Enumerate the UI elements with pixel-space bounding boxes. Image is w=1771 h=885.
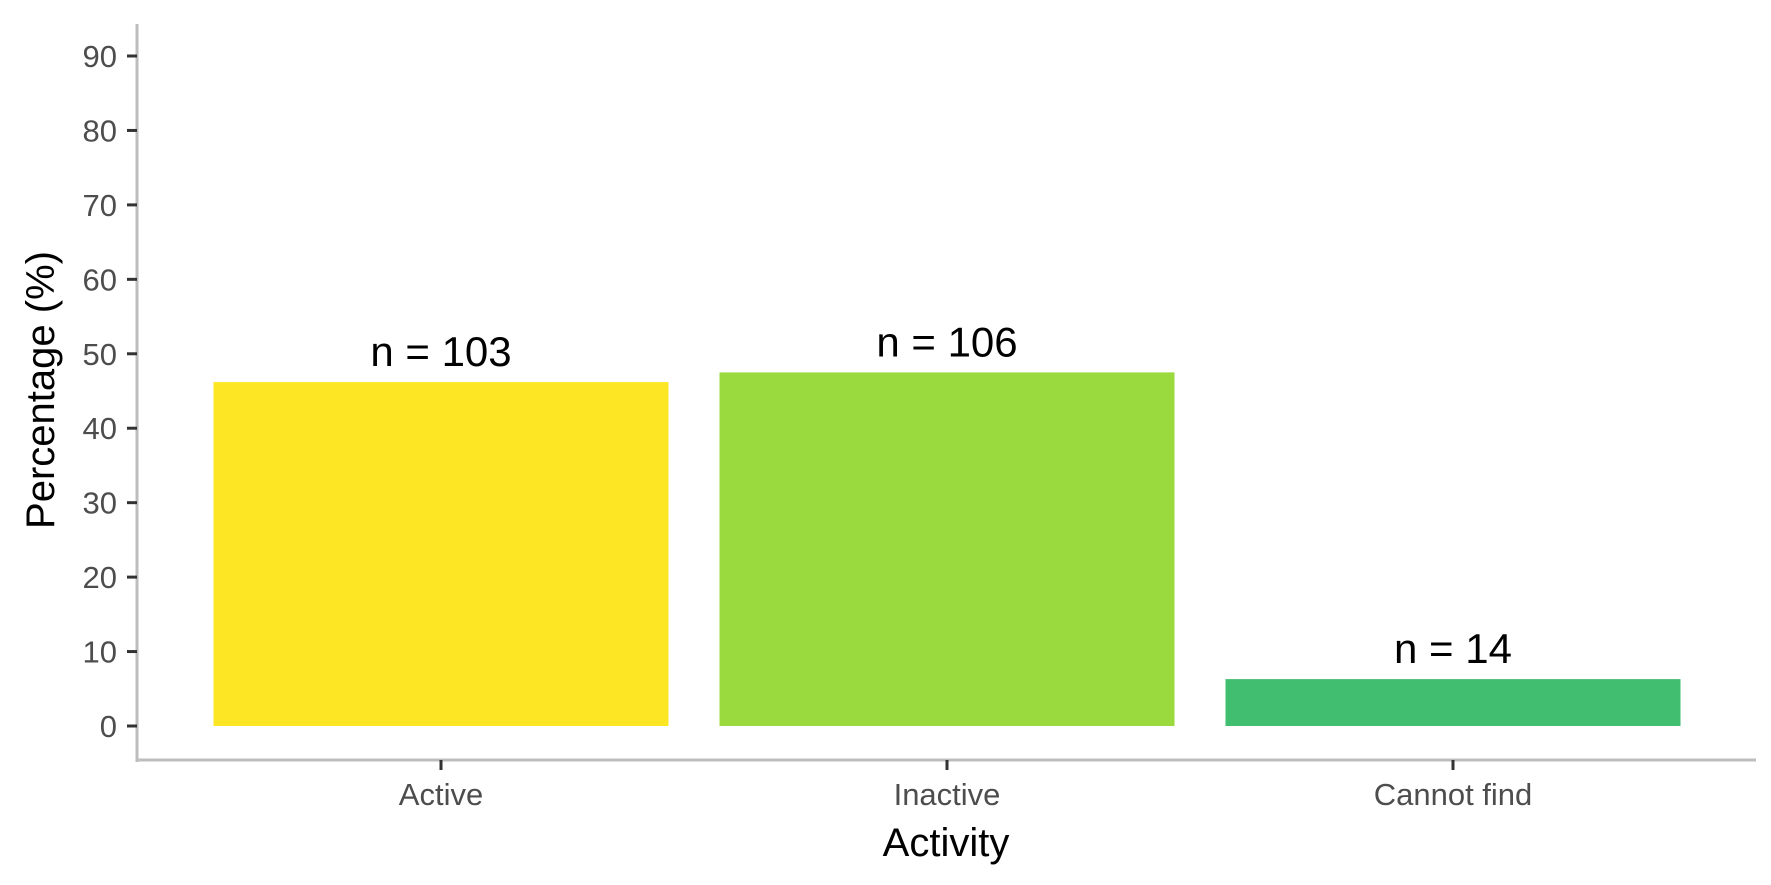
y-tick-label: 30 xyxy=(83,486,117,521)
y-axis-title: Percentage (%) xyxy=(19,251,63,529)
bar-active xyxy=(213,382,669,726)
y-tick-label: 40 xyxy=(83,411,117,446)
y-tick-label: 10 xyxy=(83,635,117,670)
y-tick-label: 90 xyxy=(83,39,117,74)
y-tick-label: 0 xyxy=(100,709,117,744)
data-labels-layer: n = 103 n = 106 n = 14 xyxy=(370,318,1512,672)
y-tick-label: 70 xyxy=(83,188,117,223)
data-label: n = 14 xyxy=(1394,625,1512,672)
x-tick-label: Active xyxy=(399,777,483,812)
x-tick-label: Cannot find xyxy=(1374,777,1533,812)
bars-layer xyxy=(213,372,1681,726)
bar-inactive xyxy=(719,372,1175,726)
y-tick-label: 60 xyxy=(83,262,117,297)
data-label: n = 106 xyxy=(876,318,1017,365)
y-tick-label: 50 xyxy=(83,337,117,372)
x-ticks-layer: Active Inactive Cannot find xyxy=(399,760,1532,812)
data-label: n = 103 xyxy=(370,328,511,375)
y-tick-label: 80 xyxy=(83,113,117,148)
y-ticks-layer: 0 10 20 30 40 50 60 70 80 90 xyxy=(83,39,137,744)
bar-cannot-find xyxy=(1225,679,1681,726)
x-tick-label: Inactive xyxy=(894,777,1001,812)
y-tick-label: 20 xyxy=(83,560,117,595)
x-axis-title: Activity xyxy=(883,821,1010,865)
